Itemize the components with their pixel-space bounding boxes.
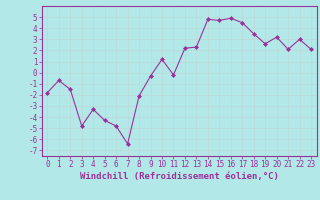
X-axis label: Windchill (Refroidissement éolien,°C): Windchill (Refroidissement éolien,°C) xyxy=(80,172,279,181)
